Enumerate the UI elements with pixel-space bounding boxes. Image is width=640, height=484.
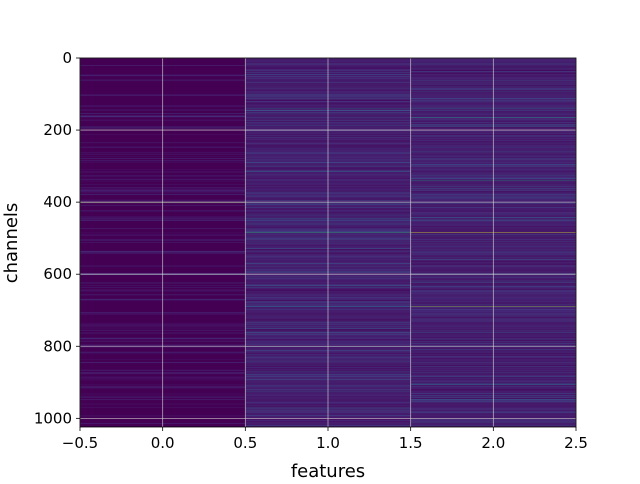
x-axis: −0.5 0.0 0.5 1.0 1.5 2.0 2.5 (62, 427, 588, 452)
x-tick-label: 1.5 (399, 434, 423, 452)
y-tick-label: 800 (43, 337, 72, 355)
x-tick-label: 2.5 (564, 434, 588, 452)
y-tick-label: 200 (43, 121, 72, 139)
y-tick-label: 0 (62, 49, 72, 67)
y-axis: 0 200 400 600 800 1000 (34, 49, 80, 427)
x-tick-label: 2.0 (481, 434, 505, 452)
y-tick-label: 1000 (34, 409, 72, 427)
x-tick-label: 0.0 (151, 434, 175, 452)
x-tick-label: 1.0 (316, 434, 340, 452)
y-tick-label: 600 (43, 265, 72, 283)
x-tick-label: −0.5 (62, 434, 98, 452)
x-tick-label: 0.5 (233, 434, 257, 452)
x-axis-label: features (291, 461, 365, 480)
y-tick-label: 400 (43, 193, 72, 211)
y-axis-label: channels (1, 203, 22, 284)
